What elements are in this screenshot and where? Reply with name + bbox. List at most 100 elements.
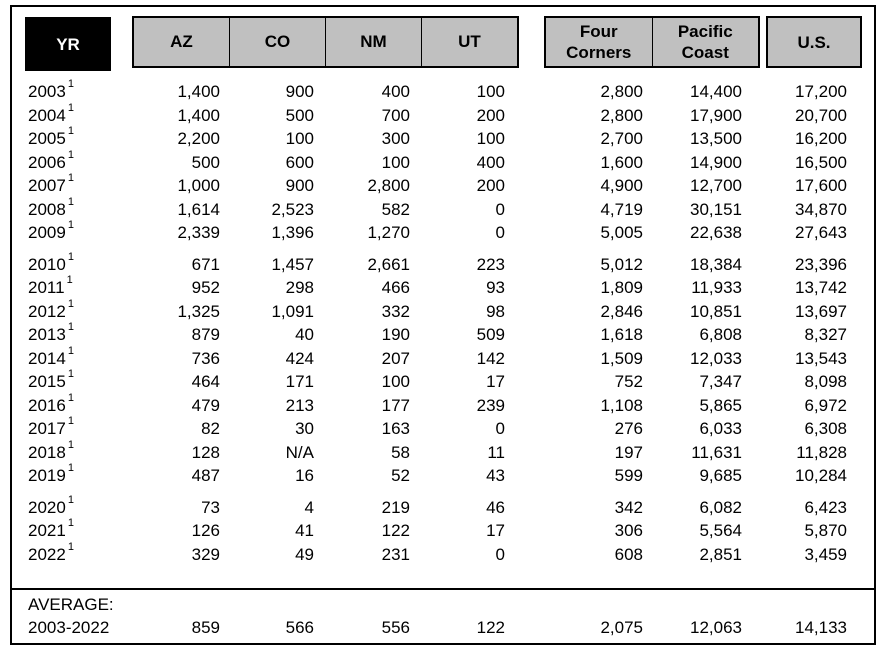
cell-co: 49 (295, 544, 314, 564)
cell-pc: 13,500 (690, 129, 742, 148)
footnote-mark: 1 (67, 540, 74, 553)
header-pacific-coast-line1: Pacific (677, 22, 733, 41)
cell-co: 16 (295, 466, 314, 485)
year-cell: 2018 1 (28, 438, 74, 462)
cell-az: 1,400 (177, 105, 220, 125)
cell-us: 20,700 (795, 105, 847, 125)
average-row: AVERAGE: 2003-2022 859 566 556 122 2,075… (12, 593, 874, 643)
cell-pc: 2,851 (699, 544, 742, 564)
cell-co: 30 (295, 419, 314, 438)
cell-ut: 100 (476, 82, 505, 101)
footnote-mark: 1 (67, 101, 74, 114)
cell-co: 1,396 (271, 223, 314, 242)
cell-pc: 11,933 (691, 278, 742, 297)
cell-fc: 276 (614, 419, 643, 438)
average-co: 566 (285, 618, 314, 637)
footnote-mark: 1 (67, 368, 74, 380)
cell-ut: 142 (476, 348, 505, 368)
cell-pc: 12,033 (690, 348, 742, 368)
cell-fc: 4,900 (600, 176, 643, 195)
cell-az: 73 (201, 497, 220, 517)
header-us: U.S. (766, 16, 862, 68)
year-cell: 2005 1 (28, 125, 74, 148)
header-ut: UT (458, 32, 481, 51)
cell-us: 13,543 (795, 348, 847, 368)
table-row: 2003 1 1,400 900 400 100 2,800 14,400 17,200 (12, 78, 874, 106)
cell-az: 82 (201, 419, 220, 438)
header-four-corners-line2: Corners (566, 43, 632, 62)
footnote-mark: 1 (67, 195, 74, 208)
cell-fc: 1,809 (600, 278, 643, 297)
cell-ut: 0 (495, 199, 505, 219)
year-cell: 2004 1 (28, 101, 74, 125)
cell-nm: 582 (381, 199, 410, 219)
average-label: AVERAGE: (28, 595, 114, 614)
header-pacific-coast: Pacific Coast (653, 18, 759, 66)
table-row: 2013 1 879 40 190 509 1,618 6,808 8,327 (12, 321, 874, 349)
year-cell: 2017 1 (28, 415, 74, 438)
footnote-mark: 1 (67, 250, 74, 263)
cell-us: 8,098 (804, 372, 847, 391)
cell-ut: 400 (476, 152, 505, 172)
cell-nm: 2,661 (367, 254, 410, 274)
cell-nm: 300 (381, 129, 410, 148)
year-cell: 2009 1 (28, 219, 74, 242)
table-row: 2004 1 1,400 500 700 200 2,800 17,900 20,700 (12, 101, 874, 130)
cell-az: 464 (191, 372, 220, 391)
cell-ut: 0 (495, 223, 505, 242)
cell-ut: 239 (476, 395, 505, 415)
table-row: 2014 1 736 424 207 142 1,509 12,033 13,543 (12, 344, 874, 373)
cell-pc: 17,900 (690, 105, 742, 125)
cell-co: 213 (285, 395, 314, 415)
footnote-mark: 1 (67, 125, 74, 137)
cell-us: 8,327 (804, 325, 847, 344)
cell-fc: 1,618 (600, 325, 643, 344)
cell-nm: 231 (381, 544, 410, 564)
table-row: 2008 1 1,614 2,523 582 0 4,719 30,151 34,870 (12, 196, 874, 224)
table-row: 2005 1 2,200 100 300 100 2,700 13,500 16,200 (12, 125, 874, 153)
year-cell: 2012 1 (28, 297, 74, 321)
year-cell: 2007 1 (28, 172, 74, 195)
cell-pc: 5,564 (699, 521, 742, 540)
cell-az: 671 (191, 254, 220, 274)
cell-fc: 5,012 (600, 254, 643, 274)
average-nm: 556 (381, 618, 410, 637)
cell-us: 16,200 (795, 129, 847, 148)
cell-pc: 7,347 (699, 372, 742, 391)
cell-fc: 1,509 (600, 348, 643, 368)
cell-us: 6,972 (804, 395, 847, 415)
year-cell: 2014 1 (28, 344, 74, 368)
average-four-corners: 2,075 (600, 618, 643, 637)
cell-pc: 6,033 (699, 419, 742, 438)
table-row: 2009 1 2,339 1,396 1,270 0 5,005 22,638 27,643 (12, 219, 874, 247)
cell-pc: 6,082 (699, 497, 742, 517)
table-row: 2007 1 1,000 900 2,800 200 4,900 12,700 17,600 (12, 172, 874, 200)
average-pacific-coast: 12,063 (690, 618, 742, 637)
cell-pc: 22,638 (690, 223, 742, 242)
cell-az: 1,325 (177, 301, 220, 321)
year-cell: 2019 1 (28, 462, 74, 485)
average-az: 859 (191, 618, 220, 637)
cell-nm: 190 (381, 325, 410, 344)
table-row: 2010 1 671 1,457 2,661 223 5,012 18,384 23,396 (12, 251, 874, 279)
cell-co: 1,091 (271, 301, 314, 321)
cell-az: 1,000 (177, 176, 220, 195)
average-ut: 122 (476, 618, 505, 637)
cell-ut: 200 (476, 105, 505, 125)
cell-nm: 58 (391, 442, 410, 462)
cell-nm: 207 (381, 348, 410, 368)
year-cell: 2021 1 (28, 517, 74, 540)
header-nm: NM (326, 18, 422, 66)
cell-az: 1,614 (177, 199, 220, 219)
cell-ut: 0 (495, 419, 505, 438)
table-row: 2015 1 464 171 100 17 752 7,347 8,098 (12, 368, 874, 396)
cell-ut: 43 (486, 466, 505, 485)
average-period: 2003-2022 (28, 618, 110, 637)
cell-nm: 400 (381, 82, 410, 101)
cell-co: 171 (285, 372, 314, 391)
table-row: 2019 1 487 16 52 43 599 9,685 10,284 (12, 462, 874, 490)
footnote-mark: 1 (67, 219, 74, 231)
cell-az: 879 (191, 325, 220, 344)
cell-fc: 2,800 (600, 82, 643, 101)
table-row: 2020 1 73 4 219 46 342 6,082 6,423 (12, 494, 874, 522)
